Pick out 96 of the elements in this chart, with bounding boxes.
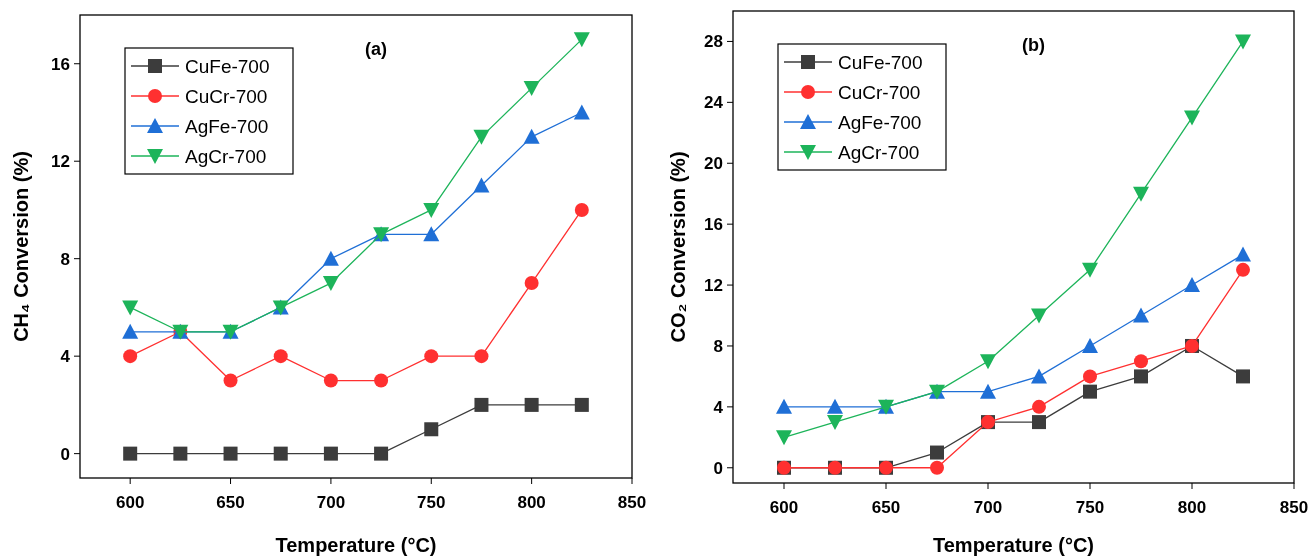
point (523, 81, 540, 97)
point (1082, 337, 1098, 353)
point (1235, 34, 1251, 50)
y-tick-label: 20 (704, 154, 723, 174)
point (1031, 308, 1047, 324)
point (1133, 186, 1149, 202)
legend-label: AgFe-700 (185, 116, 269, 137)
y-tick-label: 12 (51, 152, 70, 172)
x-tick-label: 600 (115, 493, 145, 512)
x-tick-label: 650 (871, 498, 901, 517)
legend-label: CuCr-700 (838, 82, 921, 103)
x-tick-label: 650 (216, 493, 245, 512)
point (524, 276, 539, 291)
point (322, 276, 339, 292)
y-tick-label: 12 (704, 276, 723, 296)
point (1134, 369, 1148, 384)
x-tick-label: 800 (1177, 498, 1207, 517)
point (776, 430, 792, 446)
x-tick-label: 700 (316, 493, 346, 512)
y-tick-label: 8 (713, 336, 723, 356)
x-tick-label: 800 (517, 493, 546, 512)
x-tick-label: 750 (1075, 498, 1105, 517)
point (322, 250, 339, 266)
point (273, 446, 288, 461)
point (1083, 369, 1097, 384)
point (1184, 277, 1200, 293)
point (423, 202, 440, 218)
y-axis-title: CH₄ Conversion (%) (10, 151, 32, 342)
point (1032, 415, 1046, 430)
x-tick-label: 850 (617, 493, 647, 512)
point (223, 446, 238, 461)
y-tick-label: 0 (713, 458, 723, 478)
legend-label: CuFe-700 (185, 56, 270, 77)
point (123, 446, 138, 461)
legend-label: AgCr-700 (185, 146, 267, 167)
point (980, 354, 996, 370)
point (1083, 384, 1097, 399)
point (223, 373, 238, 388)
point (930, 460, 944, 475)
point (1235, 246, 1251, 262)
y-axis-title: CO₂ Conversion (%) (667, 151, 689, 343)
point (1133, 307, 1149, 323)
point (827, 398, 843, 414)
point (1236, 369, 1250, 384)
point (930, 445, 944, 460)
x-tick-label: 600 (769, 498, 799, 517)
point (424, 422, 439, 437)
legend-label: AgCr-700 (838, 142, 920, 163)
point (474, 397, 489, 412)
point (980, 383, 996, 399)
y-tick-label: 24 (704, 93, 724, 113)
point (1082, 262, 1098, 278)
point (473, 177, 490, 193)
point (173, 446, 188, 461)
point (122, 300, 139, 316)
point (423, 226, 440, 242)
point (1236, 262, 1250, 277)
point (1031, 368, 1047, 384)
legend-label: AgFe-700 (838, 112, 922, 133)
point (424, 349, 439, 364)
x-axis-title: Temperature (°C) (933, 534, 1094, 556)
y-tick-label: 16 (704, 215, 723, 235)
point (573, 104, 590, 120)
point (776, 398, 792, 414)
text: (a) (365, 39, 387, 59)
point (523, 128, 540, 144)
point (574, 202, 589, 217)
y-tick-label: 4 (60, 347, 71, 367)
point (323, 446, 338, 461)
x-tick-label: 750 (417, 493, 446, 512)
y-tick-label: 4 (713, 397, 724, 417)
point (1184, 110, 1200, 126)
legend-label: CuCr-700 (185, 86, 268, 107)
point (374, 446, 389, 461)
point (273, 349, 288, 364)
x-tick-label: 850 (1279, 498, 1309, 517)
point (122, 323, 139, 339)
point (323, 373, 338, 388)
point (574, 397, 589, 412)
point (123, 349, 138, 364)
point (474, 349, 489, 364)
y-tick-label: 8 (60, 249, 70, 269)
text: (b) (1022, 35, 1045, 55)
x-axis-title: Temperature (°C) (275, 534, 437, 556)
point (1032, 399, 1046, 414)
y-tick-label: 0 (60, 444, 70, 464)
point (1134, 354, 1148, 369)
x-tick-label: 700 (973, 498, 1003, 517)
point (573, 32, 590, 48)
legend-label: CuFe-700 (838, 52, 923, 73)
point (473, 129, 490, 145)
point (374, 373, 389, 388)
y-tick-label: 16 (51, 54, 70, 74)
point (827, 415, 843, 431)
y-tick-label: 28 (704, 32, 723, 52)
point (524, 397, 539, 412)
